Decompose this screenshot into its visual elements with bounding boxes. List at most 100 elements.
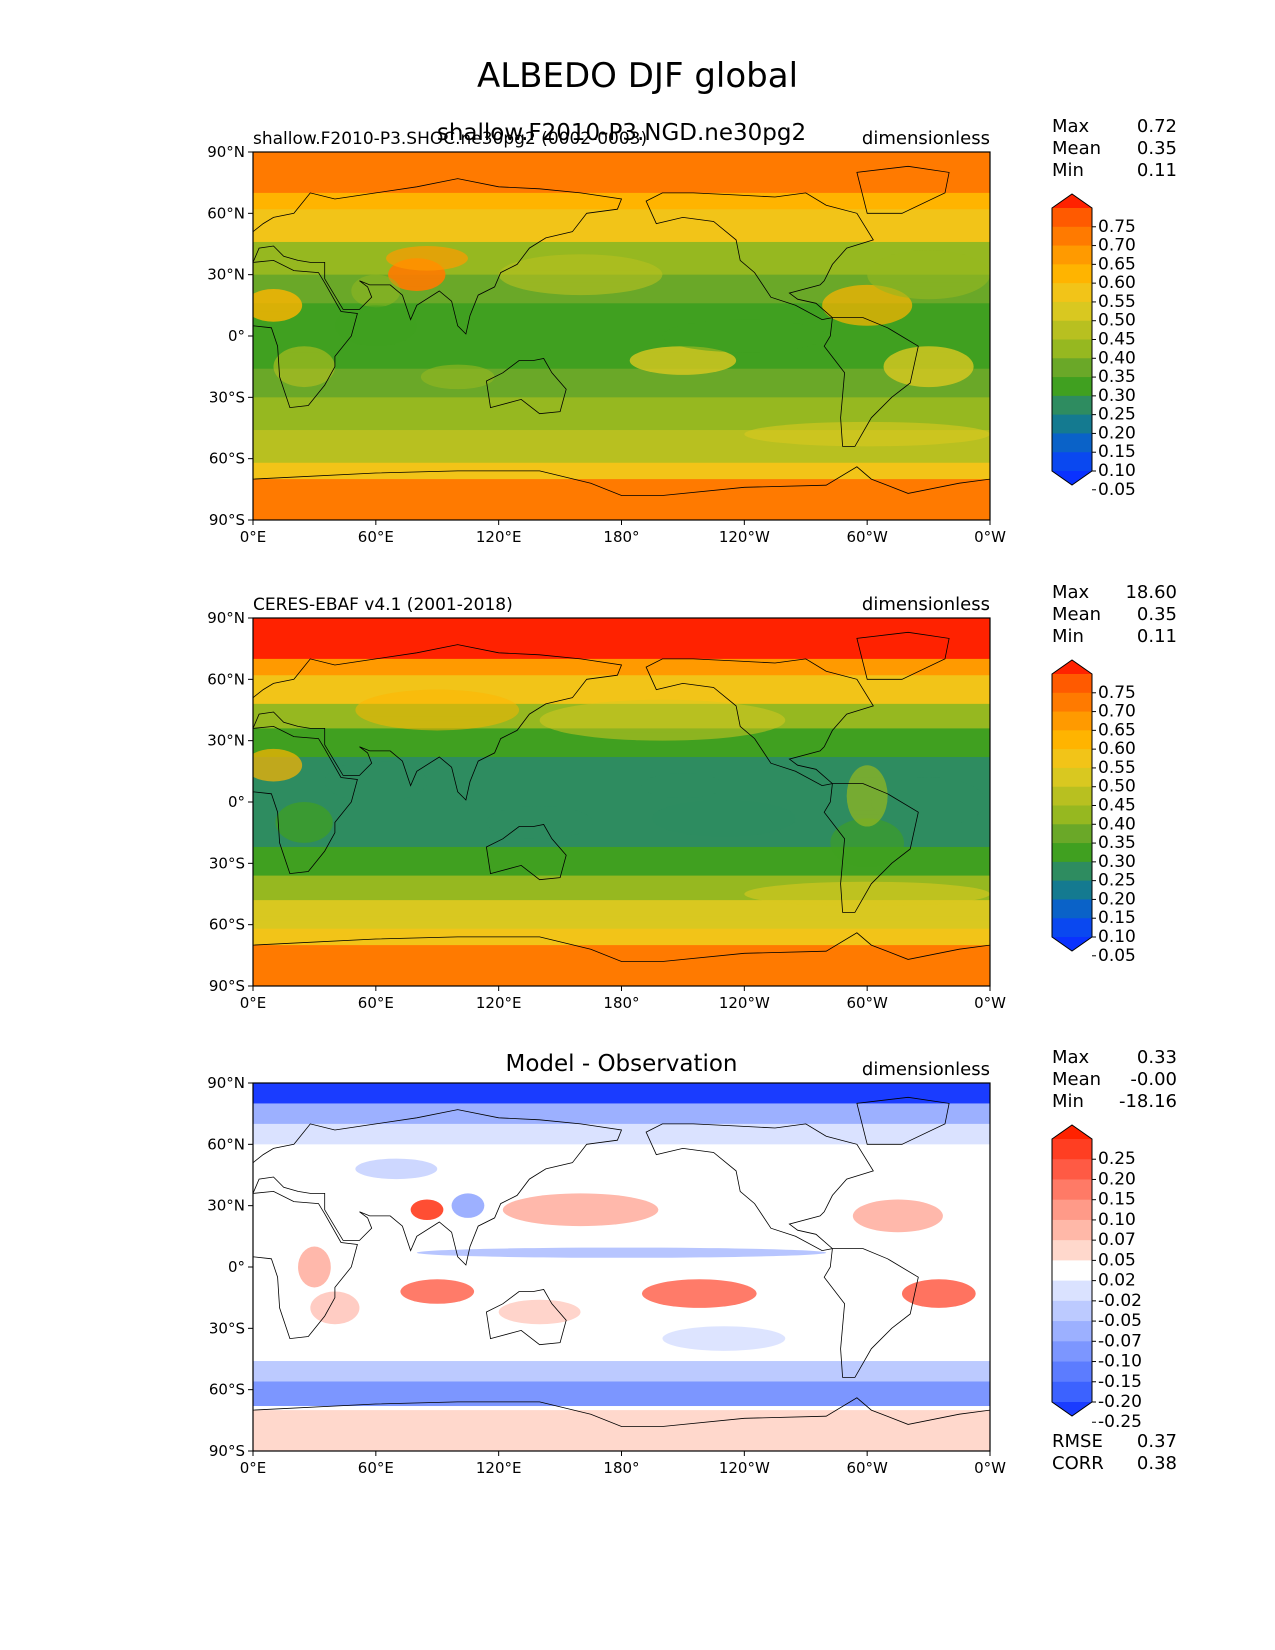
colorbar-tick-label: -0.15 [1098, 1372, 1142, 1392]
colorbar-segment [1052, 283, 1092, 303]
colorbar-tick-label: 0.35 [1098, 833, 1136, 853]
x-tick-label: 120°W [719, 528, 770, 546]
field-anomaly [351, 274, 401, 308]
x-tick-label: 180° [603, 528, 639, 546]
field-anomaly [629, 346, 737, 375]
x-tick-label: 120°W [719, 994, 770, 1012]
x-tick-label: 120°E [476, 994, 522, 1012]
stat-label: Min [1052, 1091, 1084, 1112]
x-tick-label: 60°W [846, 1459, 888, 1477]
colorbar-extend-max [1052, 660, 1092, 674]
field-anomaly [901, 1279, 976, 1308]
stat-value: 0.33 [1137, 1047, 1177, 1068]
colorbar-segment [1052, 226, 1092, 247]
y-tick-label: 30°S [209, 388, 245, 406]
colorbar-tick-label: 0.55 [1098, 292, 1136, 312]
field-anomaly [498, 1299, 581, 1325]
y-tick-label: 30°S [209, 854, 245, 872]
colorbar-tick-label: -0.10 [1098, 1352, 1142, 1372]
colorbar-tick-label: 0.10 [1098, 927, 1136, 947]
field-anomaly [355, 689, 520, 731]
field-anomaly [416, 1247, 827, 1258]
field-anomaly [662, 1326, 786, 1351]
y-tick-label: 90°N [207, 1074, 245, 1092]
coastline [253, 932, 990, 986]
x-tick-label: 60°W [846, 528, 888, 546]
coastline [856, 165, 950, 214]
colorbar-tick-label: 0.25 [1098, 871, 1136, 891]
map-panel-1: 90°N 60°N 30°N 0° 30°S 60°S 90°S0°E 60°E 120°E 18… [207, 116, 1177, 546]
colorbar-tick-label: 0.70 [1098, 702, 1136, 722]
coastline [485, 1289, 567, 1346]
x-tick-label: 120°E [476, 1459, 522, 1477]
colorbar-segment [1052, 749, 1092, 769]
colorbar-segment [1052, 452, 1092, 472]
colorbar-tick-label: -0.02 [1098, 1291, 1142, 1311]
colorbar-tick-label: -0.05 [1098, 1311, 1142, 1331]
field-anomaly [502, 1193, 659, 1227]
panel-right-title: dimensionless [862, 594, 990, 615]
colorbar-segment [1052, 1321, 1092, 1342]
colorbar-segment [1052, 245, 1092, 265]
colorbar-segment [1052, 414, 1092, 434]
panel-left-title: shallow.F2010-P3.SHOC.ne30pg2 (0002-0003… [253, 129, 647, 149]
colorbar-segment [1052, 805, 1092, 825]
colorbar-segment [1052, 880, 1092, 900]
colorbar-segment [1052, 395, 1092, 416]
colorbar-tick-label: 0.07 [1098, 1230, 1136, 1250]
field-anomaly [498, 254, 663, 296]
colorbar-segment [1052, 1199, 1092, 1221]
colorbar-tick-label: 0.60 [1098, 739, 1136, 759]
y-tick-label: 30°S [209, 1319, 245, 1337]
colorbar-tick-label: 0.65 [1098, 254, 1136, 274]
x-tick-label: 0°E [240, 994, 267, 1012]
colorbar-tick-label: 0.40 [1098, 348, 1136, 368]
stat-label: Max [1052, 116, 1090, 137]
stat-label: Max [1052, 1047, 1090, 1068]
field-anomaly [846, 765, 888, 827]
colorbar-tick-label: 0.60 [1098, 273, 1136, 293]
stat-value: -18.16 [1119, 1091, 1177, 1112]
colorbar-tick-label: 0.55 [1098, 758, 1136, 778]
coastline [823, 317, 919, 447]
field-anomaly [275, 802, 333, 843]
y-tick-label: 90°S [209, 511, 245, 529]
colorbar-segment [1052, 1179, 1092, 1201]
map-field [253, 152, 990, 520]
colorbar-segment [1052, 674, 1092, 694]
colorbar-tick-label: 0.15 [1098, 442, 1136, 462]
y-tick-label: 30°N [207, 1197, 245, 1215]
colorbar-tick-label: 0.30 [1098, 386, 1136, 406]
x-tick-label: 120°W [719, 1459, 770, 1477]
field-anomaly [253, 288, 303, 322]
colorbar-tick-label: 0.45 [1098, 330, 1136, 350]
colorbar: 0.750.700.650.600.550.500.450.400.350.30… [1051, 659, 1136, 966]
field-anomaly [324, 761, 428, 802]
field-anomaly [744, 881, 990, 907]
stat-value: -0.00 [1130, 1069, 1177, 1090]
colorbar-segment [1052, 1159, 1092, 1180]
coastline [645, 658, 874, 787]
coastline [253, 725, 358, 875]
colorbar-tick-label: 0.10 [1098, 1210, 1136, 1230]
field-anomaly [744, 421, 990, 447]
colorbar-tick-label: 0.35 [1098, 367, 1136, 387]
stat-label: Mean [1052, 138, 1101, 159]
colorbar-segment [1052, 824, 1092, 844]
x-tick-label: 0°W [974, 994, 1006, 1012]
coastline [485, 824, 567, 881]
colorbar-tick-label: 0.20 [1098, 423, 1136, 443]
colorbar-segment [1052, 1381, 1092, 1403]
colorbar-segment [1052, 843, 1092, 863]
panel-center-title: Model - Observation [505, 1051, 737, 1077]
colorbar-tick-label: 0.45 [1098, 796, 1136, 816]
y-tick-label: 90°S [209, 977, 245, 995]
colorbar-segment [1052, 730, 1092, 750]
stat-value: 0.38 [1137, 1453, 1177, 1474]
field-anomaly [641, 1279, 757, 1308]
x-tick-label: 0°E [240, 528, 267, 546]
y-tick-label: 60°N [207, 1135, 245, 1153]
field-anomaly [420, 364, 495, 390]
colorbar-tick-label: -0.07 [1098, 1331, 1142, 1351]
